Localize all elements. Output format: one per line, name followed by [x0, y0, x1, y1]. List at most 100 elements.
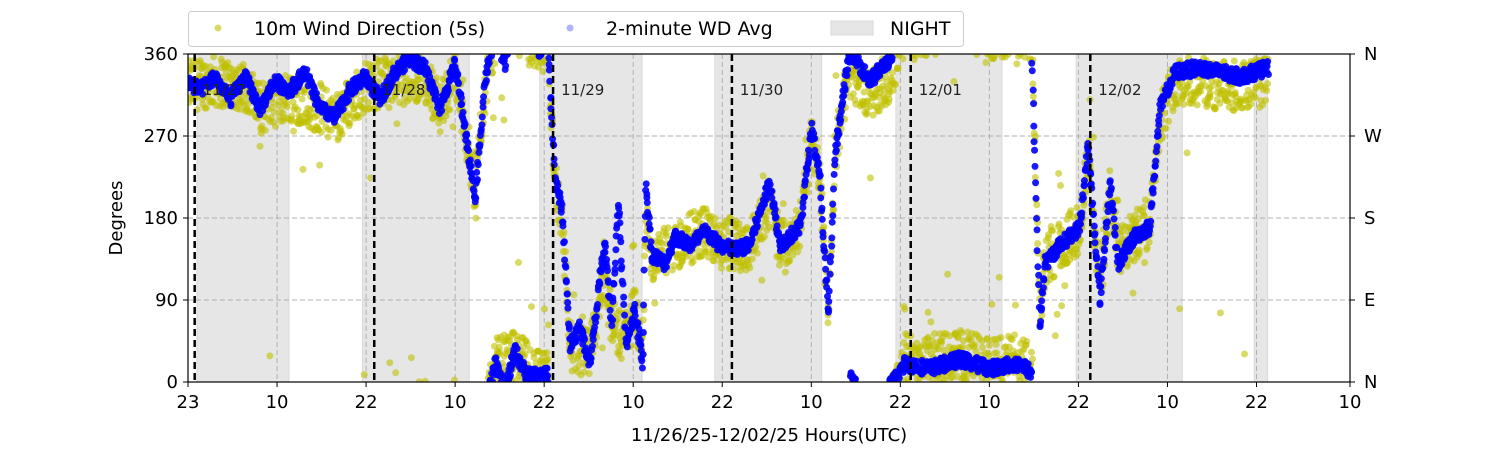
wd-avg-point	[1038, 297, 1046, 305]
wd-avg-point	[559, 222, 567, 230]
wd-avg-point	[824, 306, 832, 314]
wd-avg-point	[506, 372, 514, 380]
wd-5s-point	[1044, 234, 1052, 242]
wd-avg-point	[603, 267, 611, 275]
wd-5s-point	[630, 241, 638, 249]
wd-avg-point	[828, 234, 836, 242]
wd-avg-point	[1121, 254, 1129, 262]
wd-5s-point	[999, 378, 1007, 382]
wd-avg-point	[475, 148, 483, 156]
wd-avg-point	[1076, 227, 1084, 235]
wd-5s-point	[1013, 60, 1021, 68]
y-tick-label: 90	[155, 290, 178, 311]
wd-5s-point	[436, 128, 444, 136]
wd-avg-point	[823, 276, 831, 284]
wd-avg-point	[472, 194, 480, 202]
wd-avg-point	[839, 98, 847, 106]
wd-avg-point	[1110, 207, 1118, 215]
wd-5s-point	[1141, 259, 1149, 267]
wd-5s-point	[760, 233, 768, 241]
wd-5s-point	[1058, 302, 1066, 310]
wd-5s-point	[1216, 309, 1224, 317]
x-tick-label: 23	[177, 392, 200, 413]
wd-5s-point	[664, 224, 672, 232]
wd-avg-point	[478, 113, 486, 121]
wd-5s-point	[1173, 100, 1181, 108]
wd-5s-point	[849, 90, 857, 98]
wd-avg-point	[454, 70, 462, 78]
wd-5s-point	[515, 54, 523, 60]
wd-avg-point	[476, 141, 484, 149]
y-right-tick-label: E	[1364, 290, 1375, 311]
wd-avg-point	[1149, 189, 1157, 197]
wd-avg-point	[1264, 70, 1272, 78]
wd-avg-point	[617, 238, 625, 246]
wd-avg-point	[611, 265, 619, 273]
wd-avg-point	[638, 357, 646, 365]
wd-avg-point	[1029, 86, 1037, 94]
wd-avg-point	[815, 160, 823, 168]
wd-avg-point	[312, 89, 320, 97]
wd-avg-point	[545, 60, 553, 68]
wd-5s-point	[892, 80, 900, 88]
wd-avg-point	[826, 258, 834, 266]
wd-avg-point	[457, 94, 465, 102]
wd-avg-point	[888, 54, 896, 62]
day-label: 11/27	[203, 81, 246, 99]
wd-avg-point	[835, 130, 843, 138]
wd-5s-point	[899, 55, 907, 63]
wd-avg-point	[1264, 58, 1272, 66]
wd-avg-point	[401, 66, 409, 74]
wd-avg-point	[753, 222, 761, 230]
legend-label-wd-avg: 2-minute WD Avg	[606, 18, 773, 40]
wd-5s-point	[210, 54, 218, 61]
wd-5s-point	[1204, 100, 1212, 108]
wd-avg-point	[1080, 177, 1088, 185]
wd-avg-point	[432, 91, 440, 99]
wd-avg-point	[421, 58, 429, 66]
wd-5s-point	[322, 86, 330, 94]
wd-5s-point	[1055, 220, 1063, 228]
wd-5s-point	[1247, 100, 1255, 108]
wd-avg-point	[438, 107, 446, 115]
wd-avg-point	[564, 304, 572, 312]
wd-5s-point	[1135, 250, 1143, 258]
wd-avg-point	[545, 66, 553, 74]
wd-avg-point	[1033, 214, 1041, 222]
wd-5s-point	[922, 54, 930, 59]
wd-5s-point	[641, 252, 649, 260]
wd-5s-point	[266, 352, 274, 360]
wd-avg-point	[819, 233, 827, 241]
x-tick-label: 10	[800, 392, 823, 413]
wd-5s-point	[1169, 107, 1177, 115]
wd-5s-point	[355, 113, 363, 121]
wd-5s-point	[407, 354, 415, 362]
wd-5s-point	[651, 299, 659, 307]
wd-avg-point	[623, 343, 631, 351]
wd-avg-point	[1032, 179, 1040, 187]
wd-avg-point	[817, 194, 825, 202]
wd-avg-point	[645, 214, 653, 222]
wd-5s-point	[472, 214, 480, 222]
wd-avg-point	[606, 306, 614, 314]
wd-avg-point	[1097, 275, 1105, 283]
wd-5s-point	[1140, 203, 1148, 211]
series-wd-avg	[188, 54, 1272, 382]
wd-5s-point	[391, 93, 399, 101]
wd-avg-point	[817, 184, 825, 192]
y-right-tick-label: W	[1364, 126, 1382, 147]
wd-5s-point	[528, 303, 536, 311]
wd-5s-point	[346, 119, 354, 127]
wd-avg-point	[1111, 231, 1119, 239]
wd-avg-point	[502, 62, 510, 70]
wd-5s-point	[753, 249, 761, 257]
wd-avg-point	[822, 265, 830, 273]
wd-5s-point	[543, 349, 551, 357]
wd-avg-point	[603, 256, 611, 264]
wd-avg-point	[1039, 289, 1047, 297]
wd-avg-point	[601, 248, 609, 256]
wd-avg-point	[561, 256, 569, 264]
wd-avg-point	[826, 270, 834, 278]
wd-avg-point	[610, 280, 618, 288]
